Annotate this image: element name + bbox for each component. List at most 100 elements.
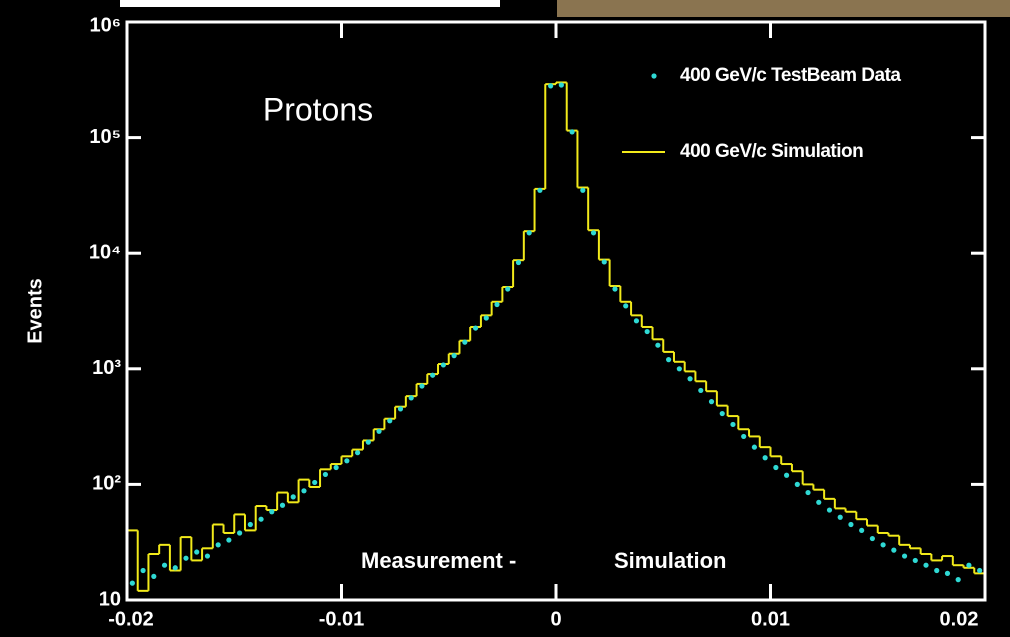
data-point bbox=[719, 410, 725, 417]
data-point bbox=[944, 570, 951, 576]
data-point bbox=[590, 230, 597, 236]
data-point bbox=[966, 562, 972, 568]
data-point bbox=[279, 502, 286, 508]
data-point bbox=[633, 318, 640, 324]
data-point bbox=[301, 488, 307, 494]
chart-title: Protons bbox=[263, 91, 373, 127]
data-point bbox=[472, 325, 479, 331]
x-tick-label: -0.01 bbox=[319, 608, 365, 630]
data-point bbox=[430, 372, 436, 378]
data-point bbox=[698, 387, 704, 394]
data-point bbox=[730, 421, 736, 428]
y-tick-label: 10 bbox=[99, 588, 121, 610]
annotation: Simulation bbox=[614, 548, 726, 573]
data-point bbox=[258, 516, 264, 522]
data-point bbox=[247, 521, 253, 528]
data-point bbox=[365, 439, 371, 445]
data-point bbox=[687, 376, 693, 382]
data-point bbox=[741, 433, 747, 440]
data-point bbox=[440, 362, 446, 368]
data-point bbox=[344, 458, 350, 464]
data-point bbox=[333, 464, 339, 471]
data-point bbox=[204, 553, 211, 559]
y-tick-label: 10² bbox=[92, 473, 121, 495]
x-tick-label: 0 bbox=[550, 608, 561, 630]
data-point bbox=[655, 342, 661, 348]
y-tick-label: 10⁶ bbox=[90, 14, 121, 36]
data-point bbox=[816, 499, 822, 505]
data-point bbox=[880, 542, 886, 548]
data-point bbox=[891, 547, 897, 553]
data-point bbox=[419, 383, 425, 389]
annotation: Measurement - bbox=[361, 548, 516, 573]
decor-strip bbox=[120, 0, 500, 7]
data-point bbox=[483, 315, 489, 321]
data-point bbox=[226, 537, 232, 543]
data-point bbox=[161, 562, 168, 568]
data-point bbox=[923, 562, 929, 568]
x-tick-label: 0.01 bbox=[751, 608, 790, 630]
data-point bbox=[869, 535, 875, 542]
data-point bbox=[140, 567, 146, 574]
y-tick-label: 10⁴ bbox=[89, 241, 121, 263]
decor-image bbox=[557, 0, 1010, 17]
x-tick-label: -0.02 bbox=[108, 608, 154, 630]
data-point bbox=[977, 567, 983, 574]
data-point bbox=[580, 187, 586, 193]
data-point bbox=[172, 565, 178, 571]
data-point bbox=[462, 339, 468, 345]
data-point bbox=[934, 567, 940, 574]
data-point bbox=[708, 399, 715, 405]
data-point bbox=[215, 542, 221, 548]
data-point bbox=[623, 303, 629, 309]
data-point bbox=[537, 187, 543, 193]
data-point bbox=[194, 549, 200, 555]
legend-marker bbox=[651, 73, 657, 79]
data-point bbox=[805, 489, 811, 496]
data-point bbox=[601, 259, 607, 265]
data-point bbox=[183, 555, 189, 561]
x-tick-label: 0.02 bbox=[940, 608, 979, 630]
data-point bbox=[837, 514, 843, 520]
data-point bbox=[494, 301, 500, 308]
data-point bbox=[387, 418, 393, 424]
data-point bbox=[773, 464, 779, 471]
data-point bbox=[312, 479, 318, 486]
data-point bbox=[515, 259, 522, 266]
data-point bbox=[569, 129, 575, 135]
y-tick-label: 10³ bbox=[92, 357, 121, 379]
data-point bbox=[912, 557, 918, 564]
data-point bbox=[290, 494, 296, 500]
data-point bbox=[269, 509, 275, 515]
data-point bbox=[548, 83, 554, 89]
data-point bbox=[354, 450, 361, 456]
data-point bbox=[751, 444, 758, 450]
data-point bbox=[644, 328, 650, 335]
data-point bbox=[558, 82, 564, 88]
data-point bbox=[826, 507, 833, 513]
y-axis-label: Events bbox=[24, 278, 46, 344]
data-point bbox=[451, 353, 457, 359]
data-point bbox=[151, 573, 157, 580]
data-point bbox=[848, 521, 854, 528]
data-point bbox=[408, 395, 414, 401]
legend-label: 400 GeV/c TestBeam Data bbox=[680, 65, 901, 86]
data-point bbox=[505, 286, 511, 292]
data-point bbox=[955, 577, 961, 583]
y-tick-label: 10⁵ bbox=[89, 126, 121, 148]
data-point bbox=[129, 580, 135, 586]
data-point bbox=[612, 286, 618, 292]
data-point bbox=[901, 553, 908, 559]
data-point bbox=[783, 472, 790, 478]
data-point bbox=[322, 471, 329, 478]
data-point bbox=[376, 428, 382, 434]
data-point bbox=[676, 366, 682, 372]
data-point bbox=[397, 406, 404, 412]
legend-label: 400 GeV/c Simulation bbox=[680, 141, 863, 162]
data-point bbox=[526, 230, 532, 236]
data-point bbox=[859, 527, 865, 534]
data-point bbox=[794, 481, 800, 487]
